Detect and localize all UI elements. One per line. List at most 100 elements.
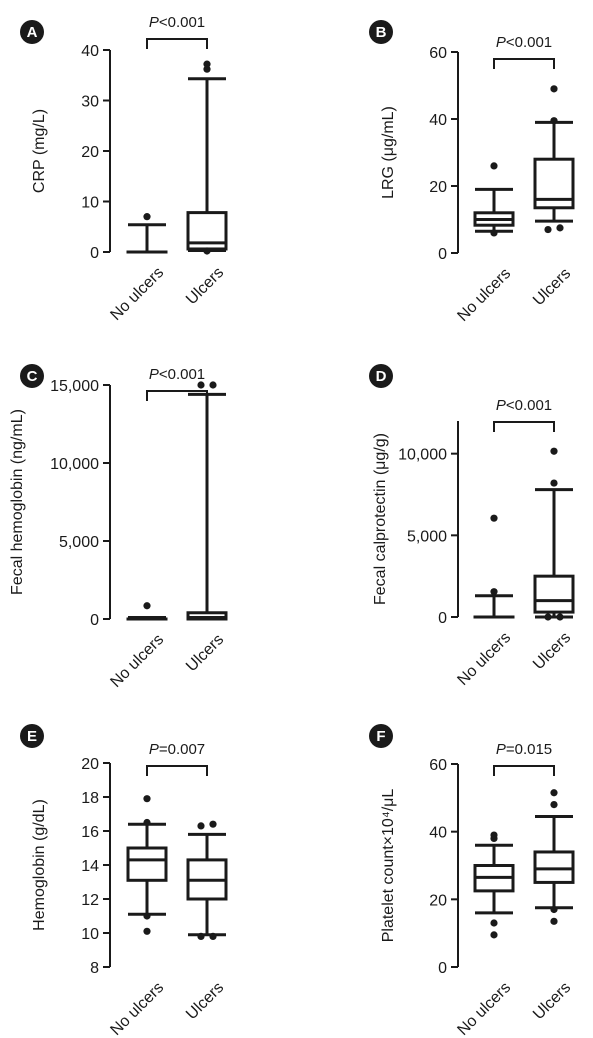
y-tick-label-a: 40	[81, 43, 99, 60]
y-tick-label-e: 18	[81, 790, 99, 807]
y-tick-label-c: 5,000	[59, 534, 99, 551]
p-value-symbol: P	[496, 397, 506, 414]
significance-bracket-b	[493, 58, 555, 69]
y-tick-label-a: 10	[81, 195, 99, 212]
box-d-ulcers-outlier	[550, 479, 558, 487]
y-tick-label-f: 60	[429, 757, 447, 774]
box-f-ulcers-outlier	[550, 905, 558, 914]
panel-badge-d	[369, 364, 393, 388]
box-b-ulcers-outlier	[556, 224, 564, 232]
box-e-no-ulcers-iqr	[126, 846, 168, 882]
panel-letter-d: D	[376, 368, 387, 385]
category-label-f-1: Ulcers	[530, 979, 574, 1023]
y-tick-label-d: 10,000	[398, 447, 447, 464]
box-f-no-ulcers-outlier	[490, 931, 498, 939]
p-value-f: P=0.015	[496, 741, 552, 758]
p-value-b: P<0.001	[496, 34, 552, 51]
box-c-ulcers-outlier	[197, 381, 205, 389]
category-label-f-0: No ulcers	[454, 979, 514, 1038]
significance-bracket-c	[146, 390, 208, 401]
box-e-no-ulcers-outlier	[143, 927, 151, 935]
y-tick-label-e: 16	[81, 824, 99, 841]
p-value-number: 0.001	[515, 34, 553, 51]
p-value-symbol: P	[496, 741, 506, 758]
significance-bracket-a	[146, 38, 208, 49]
p-value-number: 0.001	[168, 14, 206, 31]
box-f-ulcers-outlier	[550, 917, 558, 925]
y-tick-label-c: 0	[90, 612, 99, 629]
box-d-ulcers-outlier	[556, 613, 564, 621]
box-e-no-ulcers-outlier	[143, 912, 151, 920]
panel-letter-b: B	[376, 24, 387, 41]
box-e-ulcers-outlier	[197, 932, 205, 941]
y-axis-label-f: Platelet count×10⁴/μL	[380, 789, 397, 943]
y-axis-label-a: CRP (mg/L)	[31, 109, 48, 193]
category-label-c-1: Ulcers	[183, 631, 227, 675]
panel-letter-e: E	[27, 728, 37, 745]
box-b-no-ulcers-outlier	[490, 229, 498, 237]
box-a-ulcers-outlier	[203, 65, 211, 73]
y-tick-label-f: 0	[438, 960, 447, 977]
p-value-operator: <	[506, 34, 515, 51]
panel-badge-f	[369, 724, 393, 748]
y-tick-label-c: 10,000	[50, 456, 99, 473]
panel-badge-c	[20, 364, 44, 388]
box-a-ulcers-outlier	[203, 60, 211, 68]
category-label-c-0: No ulcers	[107, 631, 167, 691]
y-tick-label-a: 0	[90, 245, 99, 262]
p-value-operator: <	[506, 397, 515, 414]
y-tick-label-b: 60	[429, 45, 447, 62]
box-d-no-ulcers-outlier	[490, 514, 498, 522]
box-c-ulcers-iqr	[186, 611, 228, 621]
box-c-ulcers-outlier	[209, 381, 217, 389]
y-tick-label-e: 10	[81, 926, 99, 943]
box-f-no-ulcers-outlier	[490, 919, 498, 927]
p-value-a: P<0.001	[149, 14, 205, 31]
category-label-d-1: Ulcers	[530, 629, 574, 673]
y-tick-label-e: 8	[90, 960, 99, 977]
box-f-no-ulcers-outlier	[490, 831, 498, 839]
p-value-number: 0.001	[168, 366, 206, 383]
box-a-ulcers-outlier	[203, 247, 211, 255]
y-tick-label-b: 20	[429, 179, 447, 196]
category-label-e-0: No ulcers	[107, 979, 167, 1038]
p-value-symbol: P	[149, 14, 159, 31]
y-tick-label-b: 0	[438, 246, 447, 263]
box-a-no-ulcers-outlier	[143, 213, 151, 221]
box-d-ulcers-iqr	[533, 574, 575, 614]
box-f-ulcers-outlier	[550, 789, 558, 797]
category-label-a-0: No ulcers	[107, 264, 167, 324]
box-e-ulcers-outlier	[197, 822, 205, 830]
y-tick-label-e: 20	[81, 756, 99, 773]
y-tick-label-f: 20	[429, 892, 447, 909]
p-value-e: P=0.007	[149, 741, 205, 758]
y-axis-label-b: LRG (μg/mL)	[380, 106, 397, 199]
p-value-number: 0.015	[515, 741, 553, 758]
panel-badge-a	[20, 20, 44, 44]
p-value-operator: <	[159, 14, 168, 31]
y-tick-label-d: 5,000	[407, 528, 447, 545]
y-tick-label-f: 40	[429, 825, 447, 842]
panel-letter-f: F	[376, 728, 385, 745]
y-axis-label-c: Fecal hemoglobin (ng/mL)	[9, 409, 26, 595]
panel-letter-c: C	[27, 368, 38, 385]
p-value-number: 0.007	[168, 741, 206, 758]
p-value-number: 0.001	[515, 397, 553, 414]
y-tick-label-b: 40	[429, 112, 447, 129]
panel-badge-b	[369, 20, 393, 44]
box-c-no-ulcers-outlier	[143, 602, 151, 610]
box-e-no-ulcers-outlier	[143, 818, 151, 827]
y-axis-label-d: Fecal calprotectin (μg/g)	[372, 433, 389, 605]
panel-letter-a: A	[27, 24, 38, 41]
box-d-no-ulcers-outlier	[490, 588, 498, 596]
y-tick-label-a: 20	[81, 144, 99, 161]
box-f-ulcers-iqr	[533, 850, 575, 884]
significance-bracket-e	[146, 765, 208, 776]
p-value-symbol: P	[149, 741, 159, 758]
p-value-operator: =	[506, 741, 515, 758]
box-d-ulcers-outlier	[544, 613, 552, 621]
panel-badge-e	[20, 724, 44, 748]
category-label-a-1: Ulcers	[183, 264, 227, 308]
significance-bracket-f	[493, 765, 555, 776]
